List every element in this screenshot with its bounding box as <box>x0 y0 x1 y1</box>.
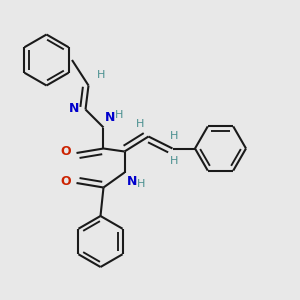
Text: H: H <box>136 179 145 189</box>
Text: H: H <box>136 119 144 129</box>
Text: N: N <box>127 175 137 188</box>
Text: N: N <box>68 102 79 116</box>
Text: O: O <box>61 175 71 188</box>
Text: H: H <box>170 156 178 166</box>
Text: H: H <box>170 131 178 141</box>
Text: O: O <box>61 145 71 158</box>
Text: H: H <box>115 110 123 120</box>
Text: H: H <box>97 70 105 80</box>
Text: N: N <box>105 111 116 124</box>
